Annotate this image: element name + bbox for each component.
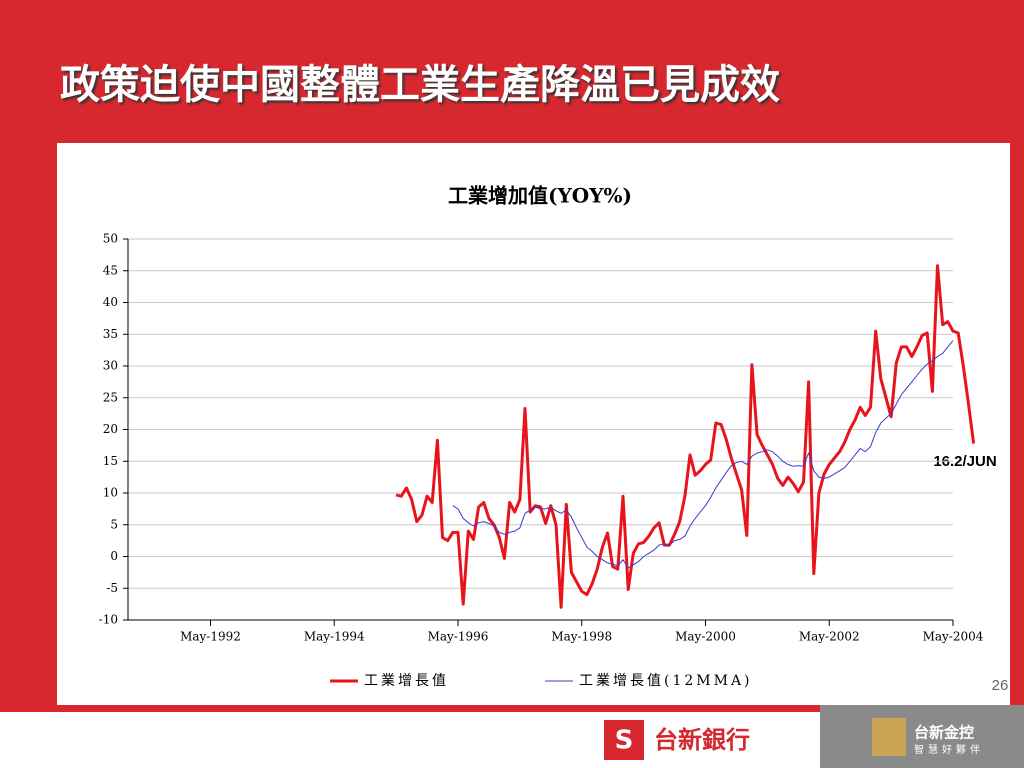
holding-logo: 台新金控 智慧好夥伴 xyxy=(872,718,984,756)
holding-slogan: 智慧好夥伴 xyxy=(914,743,984,756)
y-tick-label: 25 xyxy=(103,390,118,404)
footer-right xyxy=(820,705,1024,768)
y-tick-label: 10 xyxy=(103,486,118,500)
x-tick-label: May-2002 xyxy=(799,630,860,644)
x-tick-label: May-1994 xyxy=(304,630,365,644)
y-tick-label: 5 xyxy=(110,517,118,531)
x-tick-label: May-1992 xyxy=(180,630,241,644)
x-tick-label: May-1998 xyxy=(551,630,612,644)
y-tick-label: 20 xyxy=(103,422,118,436)
series-line xyxy=(452,340,954,569)
y-tick-label: 40 xyxy=(103,295,118,309)
y-tick-label: 50 xyxy=(103,232,118,246)
y-tick-label: 45 xyxy=(103,263,118,277)
holding-name: 台新金控 xyxy=(914,724,974,742)
logo-glyph: S xyxy=(615,726,634,756)
logo-mark xyxy=(604,720,644,760)
y-tick-label: -10 xyxy=(99,613,118,627)
y-tick-label: 35 xyxy=(103,327,118,341)
footer-left xyxy=(0,712,820,768)
y-tick-label: 30 xyxy=(103,359,118,373)
annotation: 16.2/JUN xyxy=(933,453,996,470)
x-tick-label: May-2004 xyxy=(923,630,984,644)
legend-label: 工業增長值(12MMA) xyxy=(579,673,753,689)
x-tick-label: May-1996 xyxy=(428,630,489,644)
y-tick-label: 0 xyxy=(110,549,118,563)
y-tick-label: 15 xyxy=(103,454,118,468)
legend-label: 工業增長值 xyxy=(364,673,449,689)
y-tick-label: -5 xyxy=(106,581,118,595)
bank-logo: S 台新銀行 xyxy=(604,720,750,760)
series-line xyxy=(395,264,976,609)
bank-name: 台新銀行 xyxy=(654,726,750,754)
holding-mark xyxy=(872,718,906,756)
chart-title: 工業增加值(YOY%) xyxy=(448,184,632,208)
slide-title: 政策迫使中國整體工業生產降溫已見成效 xyxy=(60,62,780,108)
page-number: 26 xyxy=(992,677,1009,694)
x-tick-label: May-2000 xyxy=(675,630,736,644)
